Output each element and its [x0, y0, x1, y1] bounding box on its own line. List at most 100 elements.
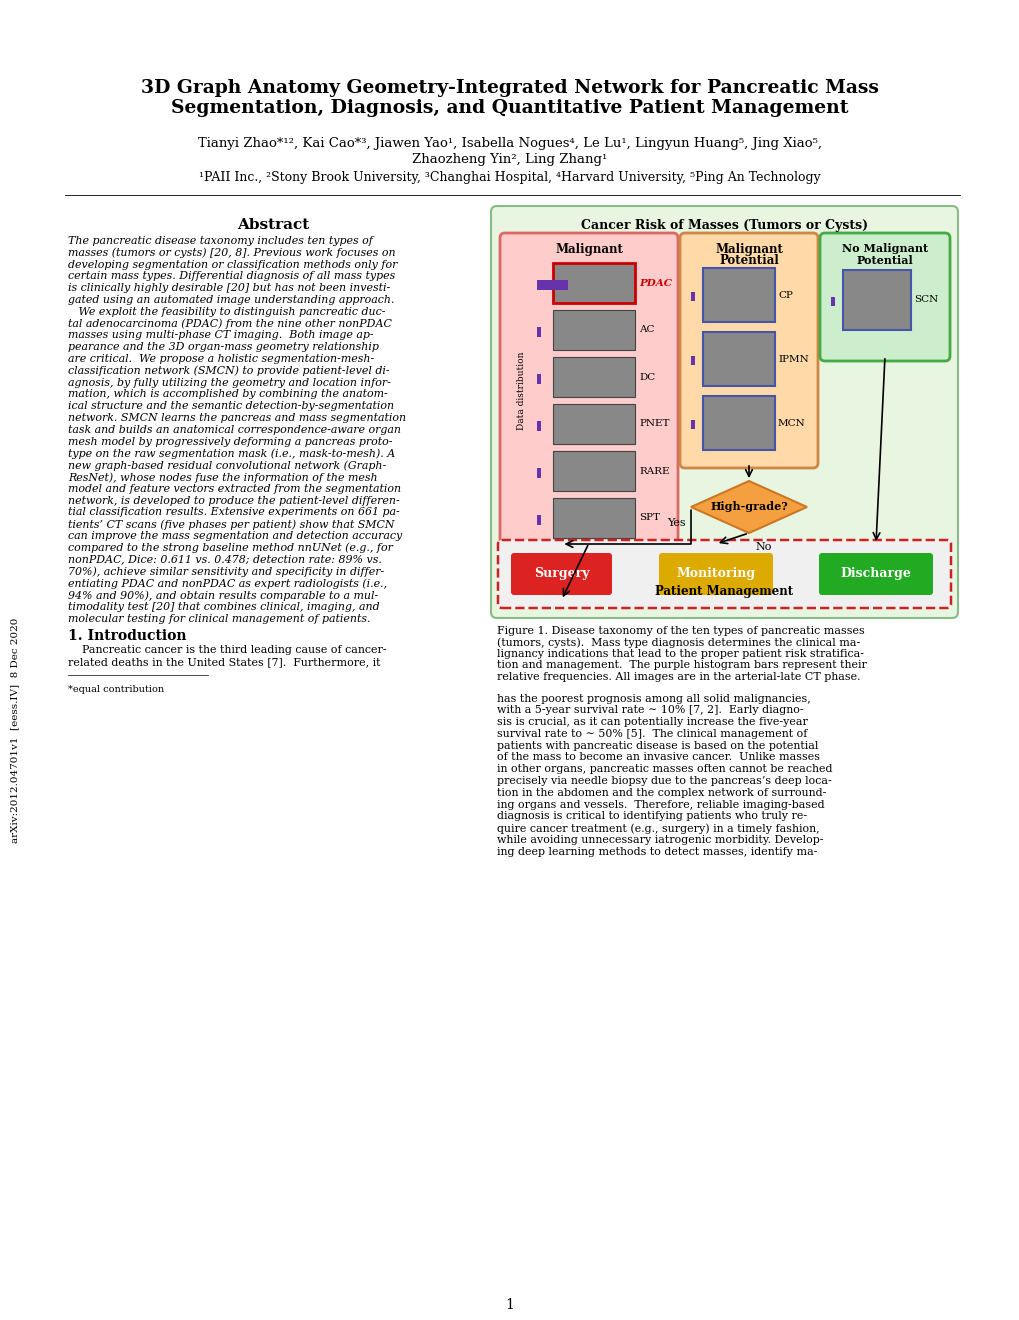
Bar [702, 268, 774, 322]
Text: 1: 1 [505, 1298, 514, 1312]
Bar [536, 374, 540, 384]
Text: tal adenocarcinoma (PDAC) from the nine other nonPDAC: tal adenocarcinoma (PDAC) from the nine … [68, 318, 391, 329]
Bar [702, 333, 774, 385]
Text: 1. Introduction: 1. Introduction [68, 630, 186, 643]
FancyBboxPatch shape [490, 206, 957, 618]
Text: can improve the mass segmentation and detection accuracy: can improve the mass segmentation and de… [68, 531, 401, 541]
Text: *equal contribution: *equal contribution [68, 685, 164, 694]
FancyBboxPatch shape [499, 234, 678, 548]
Text: Abstract: Abstract [236, 218, 309, 232]
Bar [536, 515, 540, 525]
Text: quire cancer treatment (e.g., surgery) in a timely fashion,: quire cancer treatment (e.g., surgery) i… [496, 824, 819, 834]
Text: ¹PAII Inc., ²Stony Brook University, ³Changhai Hospital, ⁴Harvard University, ⁵P: ¹PAII Inc., ²Stony Brook University, ³Ch… [199, 170, 820, 183]
Text: masses using multi-phase CT imaging.  Both image ap-: masses using multi-phase CT imaging. Bot… [68, 330, 373, 341]
Text: High-grade?: High-grade? [709, 502, 787, 512]
Bar [552, 498, 635, 539]
FancyBboxPatch shape [497, 540, 950, 609]
Text: lignancy indications that lead to the proper patient risk stratifica-: lignancy indications that lead to the pr… [496, 649, 863, 659]
Text: SCN: SCN [913, 296, 937, 305]
Text: CP: CP [777, 290, 792, 300]
Text: Segmentation, Diagnosis, and Quantitative Patient Management: Segmentation, Diagnosis, and Quantitativ… [171, 99, 848, 117]
Text: agnosis, by fully utilizing the geometry and location infor-: agnosis, by fully utilizing the geometry… [68, 378, 390, 388]
Text: tion in the abdomen and the complex network of surround-: tion in the abdomen and the complex netw… [496, 788, 825, 797]
Text: related deaths in the United States [7].  Furthermore, it: related deaths in the United States [7].… [68, 657, 380, 667]
Text: Zhaozheng Yin², Ling Zhang¹: Zhaozheng Yin², Ling Zhang¹ [412, 153, 607, 166]
Text: No Malignant: No Malignant [841, 243, 927, 255]
Text: mesh model by progressively deforming a pancreas proto-: mesh model by progressively deforming a … [68, 437, 392, 446]
Bar [552, 404, 635, 444]
Bar [690, 356, 694, 366]
Text: nonPDAC, Dice: 0.611 vs. 0.478; detection rate: 89% vs.: nonPDAC, Dice: 0.611 vs. 0.478; detectio… [68, 554, 381, 565]
Bar [552, 310, 635, 350]
Text: Yes: Yes [666, 517, 686, 528]
Text: (tumors, cysts).  Mass type diagnosis determines the clinical ma-: (tumors, cysts). Mass type diagnosis det… [496, 638, 859, 648]
Text: compared to the strong baseline method nnUNet (e.g., for: compared to the strong baseline method n… [68, 543, 392, 553]
Text: tients’ CT scans (five phases per patient) show that SMCN: tients’ CT scans (five phases per patien… [68, 519, 394, 529]
Text: gated using an automated image understanding approach.: gated using an automated image understan… [68, 294, 394, 305]
Text: arXiv:2012.04701v1  [eess.IV]  8 Dec 2020: arXiv:2012.04701v1 [eess.IV] 8 Dec 2020 [10, 618, 19, 842]
Text: survival rate to ∼ 50% [5].  The clinical management of: survival rate to ∼ 50% [5]. The clinical… [496, 729, 807, 739]
Text: new graph-based residual convolutional network (Graph-: new graph-based residual convolutional n… [68, 461, 386, 471]
Text: We exploit the feasibility to distinguish pancreatic duc-: We exploit the feasibility to distinguis… [68, 306, 385, 317]
Text: has the poorest prognosis among all solid malignancies,: has the poorest prognosis among all soli… [496, 693, 810, 704]
Text: task and builds an anatomical correspondence-aware organ: task and builds an anatomical correspond… [68, 425, 400, 434]
Text: IPMN: IPMN [777, 355, 808, 363]
Text: are critical.  We propose a holistic segmentation-mesh-: are critical. We propose a holistic segm… [68, 354, 374, 364]
Text: ing organs and vessels.  Therefore, reliable imaging-based: ing organs and vessels. Therefore, relia… [496, 800, 823, 809]
Text: Patient Management: Patient Management [655, 585, 793, 598]
Text: certain mass types. Differential diagnosis of all mass types: certain mass types. Differential diagnos… [68, 272, 395, 281]
Text: Pancreatic cancer is the third leading cause of cancer-: Pancreatic cancer is the third leading c… [68, 645, 386, 656]
Text: pearance and the 3D organ-mass geometry relationship: pearance and the 3D organ-mass geometry … [68, 342, 378, 352]
Text: diagnosis is critical to identifying patients who truly re-: diagnosis is critical to identifying pat… [496, 812, 806, 821]
Text: masses (tumors or cysts) [20, 8]. Previous work focuses on: masses (tumors or cysts) [20, 8]. Previo… [68, 248, 395, 259]
Text: Figure 1. Disease taxonomy of the ten types of pancreatic masses: Figure 1. Disease taxonomy of the ten ty… [496, 626, 864, 636]
Bar [536, 327, 540, 337]
Text: SPT: SPT [638, 513, 659, 523]
Bar [690, 420, 694, 429]
Text: Surgery: Surgery [533, 568, 589, 581]
Text: RARE: RARE [638, 466, 668, 475]
Text: type on the raw segmentation mask (i.e., mask-to-mesh). A: type on the raw segmentation mask (i.e.,… [68, 449, 395, 459]
Text: DC: DC [638, 372, 654, 381]
Text: timodality test [20] that combines clinical, imaging, and: timodality test [20] that combines clini… [68, 602, 379, 611]
Bar [830, 297, 835, 306]
Text: AC: AC [638, 326, 654, 334]
Bar [842, 271, 910, 330]
Bar [702, 396, 774, 450]
Text: network, is developed to produce the patient-level differen-: network, is developed to produce the pat… [68, 495, 399, 506]
Text: sis is crucial, as it can potentially increase the five-year: sis is crucial, as it can potentially in… [496, 717, 807, 727]
Text: Malignant: Malignant [554, 243, 623, 256]
Text: 94% and 90%), and obtain results comparable to a mul-: 94% and 90%), and obtain results compara… [68, 590, 378, 601]
Text: molecular testing for clinical management of patients.: molecular testing for clinical managemen… [68, 614, 370, 623]
Bar [536, 421, 540, 432]
Bar [552, 356, 635, 397]
Text: developing segmentation or classification methods only for: developing segmentation or classificatio… [68, 260, 397, 269]
Text: is clinically highly desirable [20] but has not been investi-: is clinically highly desirable [20] but … [68, 284, 390, 293]
Text: The pancreatic disease taxonomy includes ten types of: The pancreatic disease taxonomy includes… [68, 236, 373, 246]
Text: with a 5-year survival rate ∼ 10% [7, 2].  Early diagno-: with a 5-year survival rate ∼ 10% [7, 2]… [496, 705, 803, 715]
FancyBboxPatch shape [658, 553, 772, 595]
Text: entiating PDAC and nonPDAC as expert radiologists (i.e.,: entiating PDAC and nonPDAC as expert rad… [68, 578, 387, 589]
Text: 3D Graph Anatomy Geometry-Integrated Network for Pancreatic Mass: 3D Graph Anatomy Geometry-Integrated Net… [141, 79, 878, 96]
Text: Potential: Potential [718, 253, 779, 267]
Text: ResNet), whose nodes fuse the information of the mesh: ResNet), whose nodes fuse the informatio… [68, 473, 377, 483]
Text: network. SMCN learns the pancreas and mass segmentation: network. SMCN learns the pancreas and ma… [68, 413, 406, 422]
Text: Cancer Risk of Masses (Tumors or Cysts): Cancer Risk of Masses (Tumors or Cysts) [581, 219, 867, 231]
Text: mation, which is accomplished by combining the anatom-: mation, which is accomplished by combini… [68, 389, 387, 400]
FancyBboxPatch shape [819, 234, 949, 360]
FancyBboxPatch shape [680, 234, 817, 469]
Text: relative frequencies. All images are in the arterial-late CT phase.: relative frequencies. All images are in … [496, 672, 860, 682]
Text: model and feature vectors extracted from the segmentation: model and feature vectors extracted from… [68, 484, 400, 494]
Text: in other organs, pancreatic masses often cannot be reached: in other organs, pancreatic masses often… [496, 764, 832, 775]
Text: ing deep learning methods to detect masses, identify ma-: ing deep learning methods to detect mass… [496, 847, 816, 857]
Bar [690, 292, 694, 301]
Text: tion and management.  The purple histogram bars represent their: tion and management. The purple histogra… [496, 660, 866, 671]
FancyBboxPatch shape [511, 553, 611, 595]
Text: PNET: PNET [638, 420, 668, 429]
Bar [536, 280, 568, 290]
Text: while avoiding unnecessary iatrogenic morbidity. Develop-: while avoiding unnecessary iatrogenic mo… [496, 836, 822, 845]
Bar [536, 469, 540, 478]
Text: No: No [754, 543, 770, 552]
Text: MCN: MCN [777, 418, 805, 428]
Text: Data distribution: Data distribution [517, 351, 526, 430]
